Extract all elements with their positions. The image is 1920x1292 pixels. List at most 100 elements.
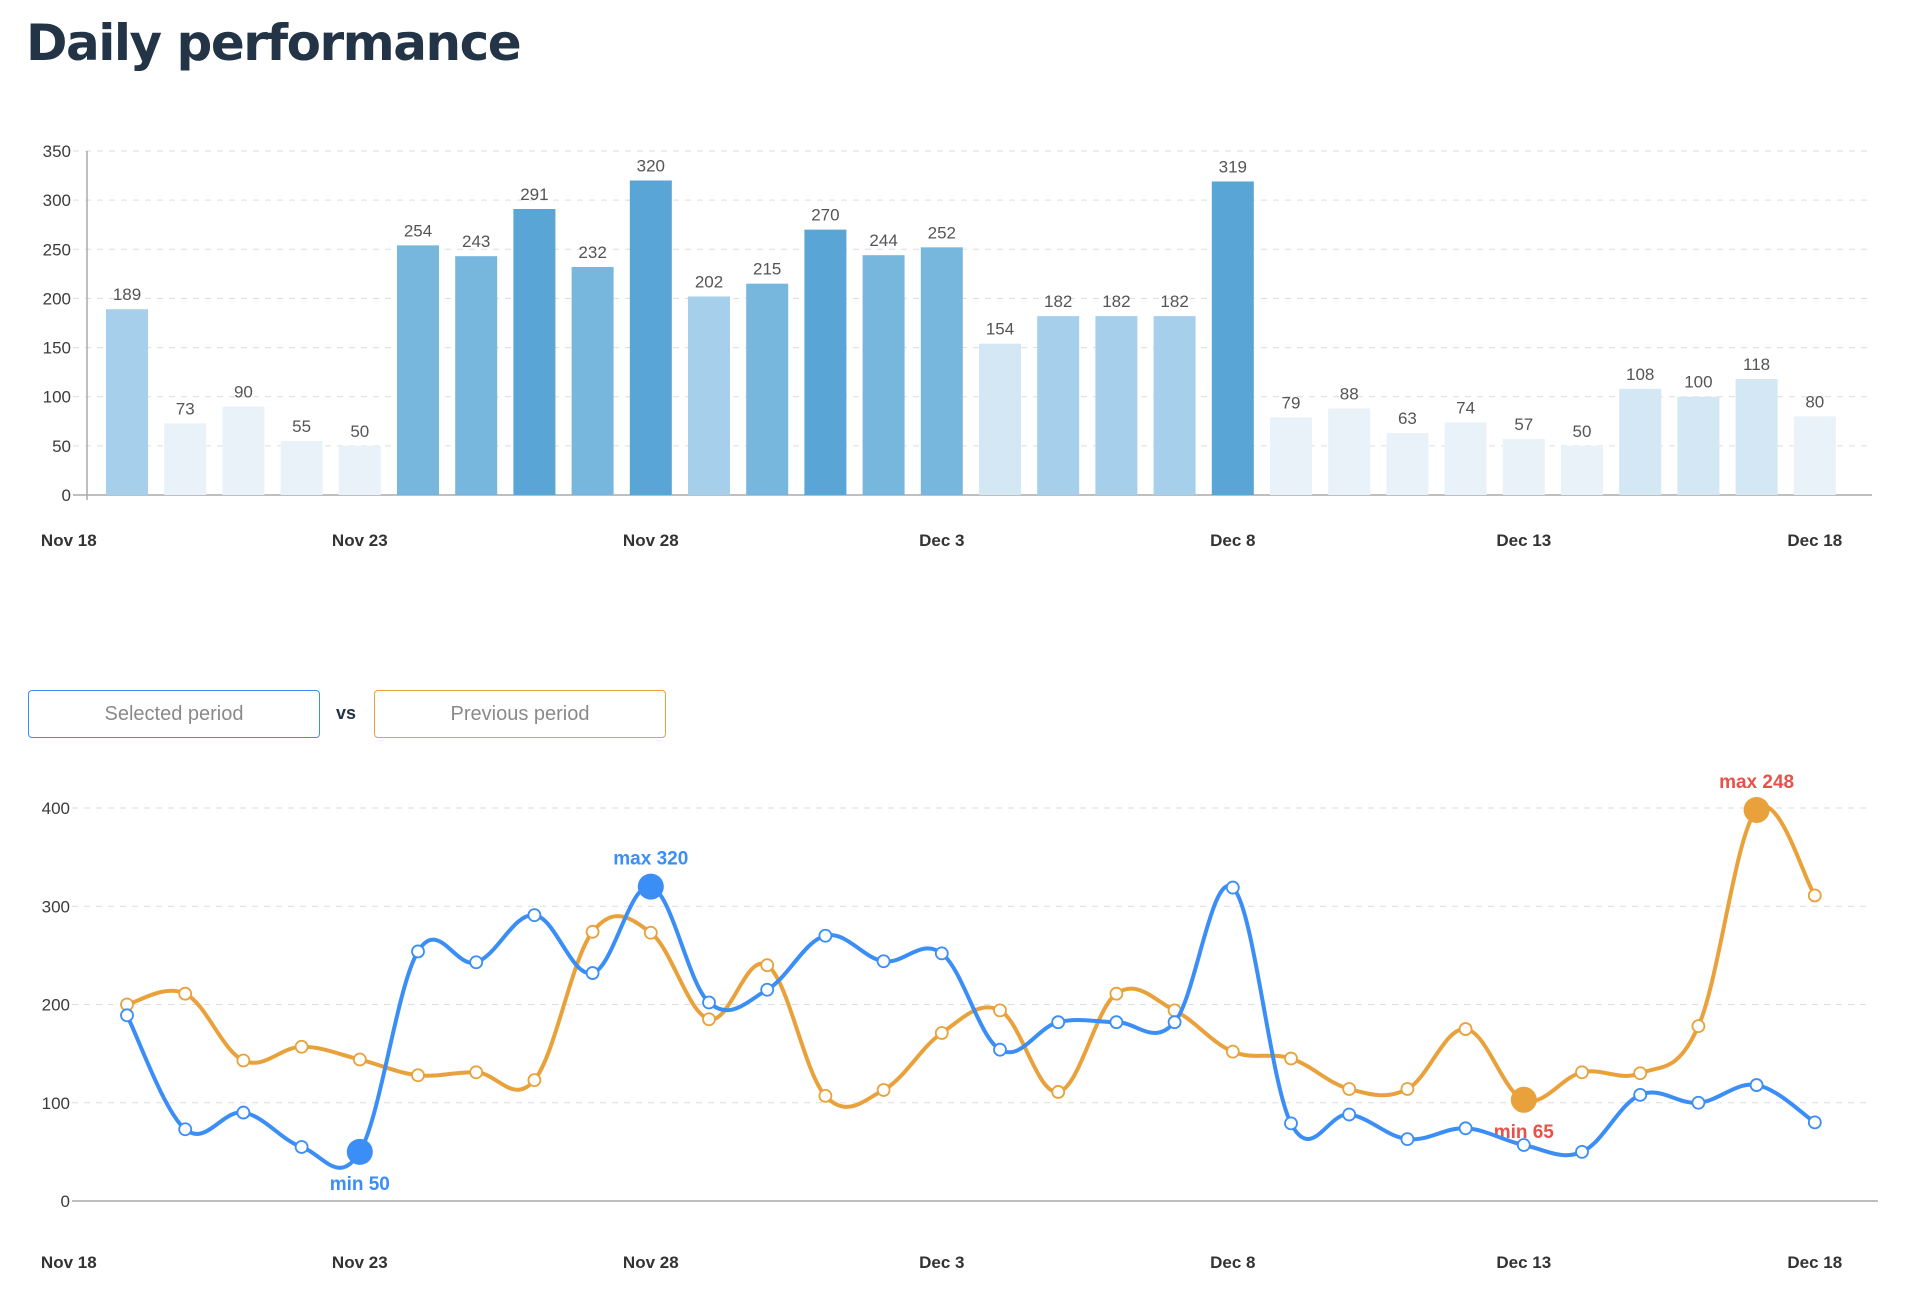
bar-value-label: 189 <box>113 285 141 304</box>
previous-period-point <box>236 1053 251 1068</box>
x-tick-label: Nov 23 <box>332 531 388 550</box>
x-tick-label: Nov 18 <box>41 531 97 550</box>
previous-period-point <box>1167 1003 1182 1018</box>
vs-label: vs <box>336 703 357 723</box>
bar-value-label: 90 <box>234 383 253 402</box>
y-tick-label: 100 <box>43 388 71 407</box>
selected-period-point <box>236 1105 251 1120</box>
bar-value-label: 182 <box>1102 292 1130 311</box>
bar-value-label: 118 <box>1743 355 1770 374</box>
bar <box>1502 438 1545 495</box>
bar <box>106 309 148 495</box>
y-tick-label: 350 <box>43 142 71 161</box>
y-tick-label: 0 <box>62 486 71 505</box>
x-tick-label: Dec 8 <box>1210 531 1255 550</box>
x-tick-label: Dec 18 <box>1787 1253 1842 1272</box>
previous-period-point <box>760 958 775 973</box>
bar <box>1677 396 1720 495</box>
selected-period-point <box>760 982 775 997</box>
selected-period-point <box>934 946 949 961</box>
previous-period-point <box>1342 1082 1357 1096</box>
y-tick-label: 250 <box>43 240 71 259</box>
bar-value-label: 252 <box>928 223 956 242</box>
bar-value-label: 63 <box>1398 409 1417 428</box>
selected-period-point <box>1575 1144 1589 1159</box>
previous-period-point <box>876 1083 891 1097</box>
selected-period-point <box>120 1008 134 1023</box>
bar-value-label: 319 <box>1219 157 1247 176</box>
previous-period-point <box>1691 1019 1706 1034</box>
bar <box>1270 417 1312 495</box>
bar <box>1619 388 1662 495</box>
bar-value-label: 100 <box>1684 373 1712 392</box>
previous-period-point <box>702 1012 716 1027</box>
bar <box>1793 416 1836 495</box>
previous-period-point <box>643 925 658 940</box>
selected-period-label: Selected period <box>104 702 244 725</box>
selected-period-point <box>411 944 425 959</box>
y-tick-label: 400 <box>42 799 70 818</box>
bar <box>1037 316 1080 495</box>
selected-period-point <box>1051 1015 1066 1030</box>
y-tick-label: 200 <box>43 289 71 308</box>
selected-period-point <box>1225 880 1240 895</box>
bar <box>1735 379 1778 495</box>
bar-value-label: 291 <box>520 185 548 204</box>
bar-value-label: 270 <box>811 206 839 225</box>
bar-value-label: 243 <box>462 232 490 251</box>
y-tick-label: 100 <box>42 1094 70 1113</box>
page-title: Daily performance <box>26 14 522 72</box>
y-tick-label: 300 <box>43 191 71 210</box>
bar <box>688 296 730 495</box>
bar-value-label: 55 <box>292 417 311 436</box>
selected-period-line <box>125 883 1816 1170</box>
bar-value-label: 232 <box>578 243 606 262</box>
bar <box>1153 316 1196 495</box>
previous-period-label: Previous period <box>450 702 590 725</box>
bar <box>1095 316 1138 495</box>
selected-period-annotation: min 50 <box>330 1174 390 1195</box>
bar-value-label: 88 <box>1340 385 1359 404</box>
x-tick-label: Dec 3 <box>919 1253 964 1272</box>
bar-chart: 0 50 100 150 200 250 300 350 189 73 90 55 50 254 243 29… <box>41 142 1872 550</box>
previous-period-point <box>1575 1065 1589 1080</box>
selected-period-point <box>1807 1115 1822 1130</box>
previous-period-point <box>934 1026 949 1040</box>
selected-period-point <box>1400 1132 1415 1147</box>
bar <box>338 445 381 495</box>
previous-period-point <box>818 1088 833 1103</box>
bar-value-label: 57 <box>1514 415 1533 434</box>
bar-value-label: 182 <box>1044 292 1072 311</box>
y-tick-label: 150 <box>43 339 71 358</box>
selected-period-point <box>1691 1095 1706 1110</box>
selected-period-point <box>1284 1116 1298 1131</box>
y-tick-label: 300 <box>42 897 70 916</box>
bar <box>280 440 323 495</box>
selected-period-button[interactable]: Selected period <box>28 690 320 738</box>
bar-value-label: 202 <box>695 272 723 291</box>
previous-period-point <box>1807 888 1822 903</box>
bar <box>979 343 1021 495</box>
previous-period-point <box>527 1073 542 1088</box>
previous-period-point <box>1458 1022 1473 1036</box>
selected-period-min-marker <box>346 1138 373 1165</box>
previous-period-point <box>1109 986 1124 1001</box>
previous-period-point <box>411 1068 425 1083</box>
bar-value-label: 320 <box>637 156 665 175</box>
bar <box>1386 433 1429 495</box>
bar-value-label: 108 <box>1626 365 1654 384</box>
selected-period-point <box>178 1122 193 1137</box>
x-tick-label: Nov 23 <box>332 1253 388 1272</box>
x-tick-label: Nov 28 <box>623 1253 679 1272</box>
bar <box>862 255 905 495</box>
previous-period-point <box>993 1003 1007 1018</box>
bar-value-label: 254 <box>404 221 432 240</box>
previous-period-point <box>1633 1066 1648 1081</box>
previous-period-point <box>1225 1044 1240 1059</box>
bar-value-label: 80 <box>1805 392 1824 411</box>
y-tick-label: 0 <box>61 1192 70 1211</box>
previous-period-button[interactable]: Previous period <box>374 690 666 738</box>
bar <box>1444 422 1487 495</box>
selected-period-point <box>818 928 833 943</box>
bar <box>222 406 265 495</box>
